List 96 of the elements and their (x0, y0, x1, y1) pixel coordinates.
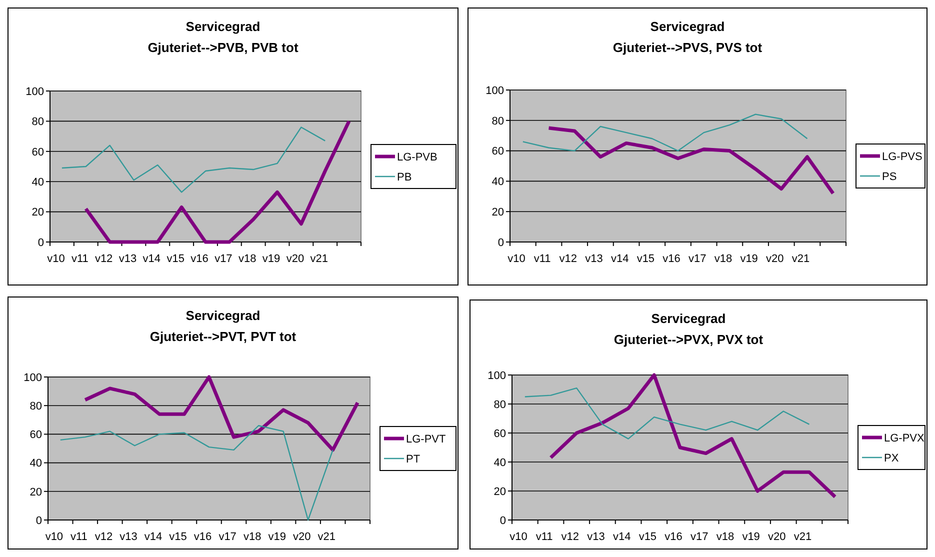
legend-label: PS (882, 170, 897, 183)
y-tick-label: 40 (30, 458, 42, 470)
x-tick-label: v13 (118, 253, 137, 265)
x-tick-label: v15 (636, 253, 655, 265)
x-tick-label: v16 (190, 253, 208, 265)
x-tick-label: v12 (94, 531, 113, 543)
x-tick-label: v20 (766, 253, 784, 265)
y-tick-label: 60 (30, 429, 42, 442)
x-tick-label: v12 (561, 531, 580, 543)
line-series (61, 126, 326, 193)
x-tick-label: v19 (262, 253, 280, 265)
legend-label: LG-PVX (884, 432, 926, 444)
x-tick-label: v17 (214, 253, 232, 265)
x-tick-label: v10 (508, 253, 526, 265)
x-tick-label: v15 (169, 531, 187, 543)
x-tick-label: v19 (740, 253, 758, 265)
y-tick-label: 0 (38, 236, 44, 249)
legend-label: PT (406, 453, 420, 466)
line-series (84, 119, 351, 244)
legend-label: LG-PVT (406, 433, 446, 446)
chart-title: Servicegrad (651, 311, 726, 326)
y-tick-label: 100 (26, 86, 44, 98)
y-tick-label: 80 (494, 398, 506, 411)
line-series (83, 375, 360, 452)
x-tick-label: v16 (194, 531, 212, 543)
x-tick-label: v11 (536, 531, 553, 543)
y-tick-label: 60 (492, 146, 504, 158)
y-tick-label: 60 (494, 428, 506, 440)
x-tick-label: v19 (742, 531, 760, 543)
chart-title: Servicegrad (650, 19, 725, 34)
y-tick-label: 40 (494, 456, 506, 469)
x-tick-label: v14 (144, 531, 162, 543)
y-tick-label: 60 (32, 146, 44, 158)
x-tick-label: v20 (293, 531, 311, 543)
x-tick-label: v18 (714, 253, 732, 265)
x-tick-label: v16 (664, 531, 682, 543)
line-series (60, 425, 334, 521)
x-tick-label: v17 (688, 253, 706, 265)
y-tick-label: 100 (486, 84, 504, 97)
x-tick-label: v21 (792, 253, 810, 265)
y-tick-label: 80 (32, 116, 44, 128)
x-tick-label: v21 (310, 253, 328, 265)
y-tick-label: 0 (498, 236, 504, 249)
line-series (547, 126, 835, 196)
y-tick-label: 20 (32, 206, 44, 219)
x-tick-label: v20 (286, 253, 304, 265)
y-tick-label: 20 (30, 486, 42, 498)
y-tick-label: 20 (494, 486, 506, 498)
x-tick-label: v20 (768, 531, 786, 543)
x-tick-label: v15 (638, 531, 657, 543)
x-tick-label: v15 (166, 253, 184, 265)
y-tick-label: 20 (492, 206, 504, 218)
y-tick-label: 100 (488, 370, 506, 382)
x-tick-label: v13 (587, 531, 605, 543)
x-tick-label: v14 (612, 531, 631, 543)
line-series (524, 387, 810, 440)
x-tick-label: v21 (318, 531, 336, 543)
chart-title: Servicegrad (186, 308, 260, 323)
x-tick-label: v14 (142, 253, 161, 265)
chart-subtitle: Gjuteriet-->PVB, PVB tot (148, 40, 299, 55)
legend-label: LG-PVS (882, 150, 922, 163)
y-tick-label: 0 (500, 514, 506, 527)
x-tick-label: v18 (243, 531, 262, 543)
x-tick-label: v13 (120, 531, 138, 543)
x-tick-label: v12 (559, 253, 578, 265)
x-tick-label: v18 (238, 253, 256, 265)
y-tick-label: 80 (30, 400, 42, 412)
x-tick-label: v11 (71, 253, 88, 265)
x-tick-label: v13 (585, 253, 603, 265)
y-tick-label: 40 (492, 176, 504, 188)
x-tick-label: v12 (94, 253, 113, 265)
x-tick-label: v17 (690, 531, 708, 543)
chart-subtitle: Gjuteriet-->PVT, PVT tot (150, 329, 297, 344)
x-tick-label: v11 (70, 531, 88, 543)
x-tick-label: v14 (610, 253, 629, 265)
y-tick-label: 40 (32, 176, 44, 188)
chart-title: Servicegrad (186, 19, 260, 34)
x-tick-label: v10 (510, 531, 528, 543)
x-tick-label: v19 (268, 531, 286, 543)
x-tick-label: v10 (45, 531, 64, 543)
legend-label: PX (884, 452, 900, 464)
line-series (549, 373, 837, 499)
legend-label: LG-PVB (397, 151, 438, 164)
y-tick-label: 0 (36, 514, 42, 527)
chart-subtitle: Gjuteriet-->PVS, PVS tot (612, 40, 763, 55)
x-tick-label: v10 (47, 253, 65, 265)
legend-label: PB (397, 171, 412, 184)
x-tick-label: v16 (662, 253, 680, 265)
x-tick-label: v11 (534, 253, 551, 265)
x-tick-label: v17 (218, 531, 236, 543)
x-tick-label: v21 (794, 531, 812, 543)
y-tick-label: 80 (492, 115, 504, 128)
x-tick-label: v18 (716, 531, 734, 543)
line-series (522, 114, 808, 152)
y-tick-label: 100 (24, 372, 42, 384)
chart-subtitle: Gjuteriet-->PVX, PVX tot (614, 332, 764, 347)
